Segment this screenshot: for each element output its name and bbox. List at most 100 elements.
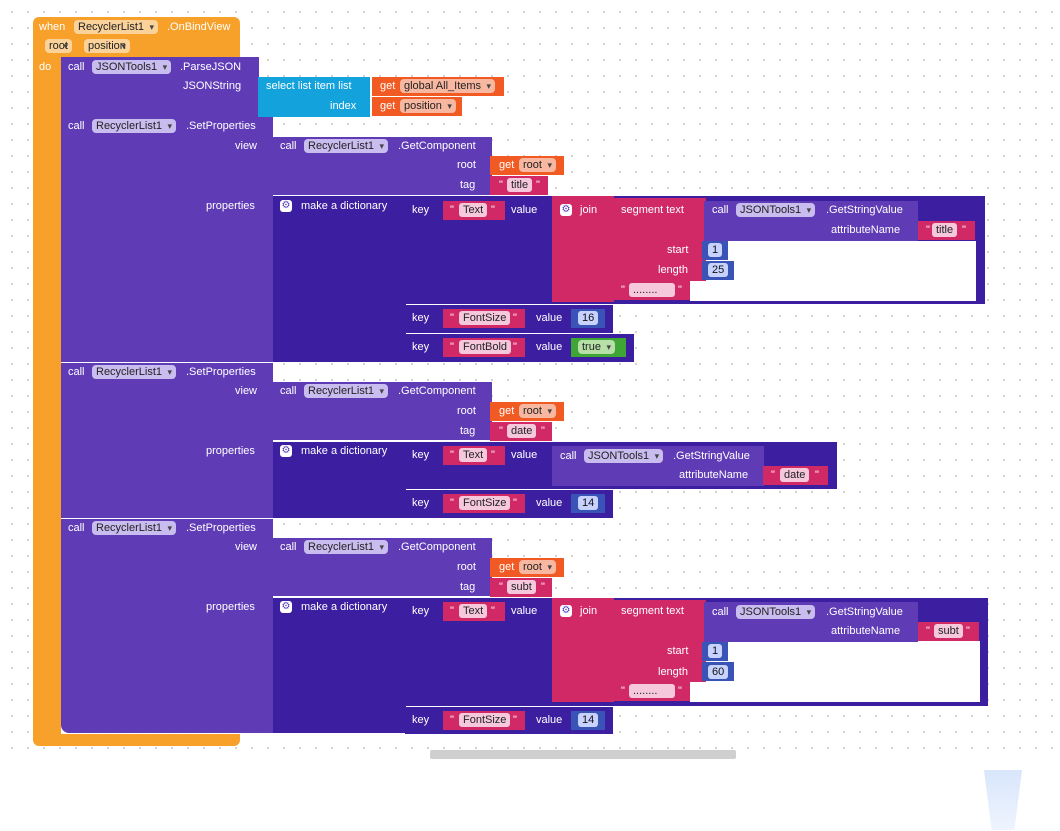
make-dictionary-block-3[interactable]	[273, 598, 406, 733]
attr-title-string[interactable]: title	[932, 223, 958, 237]
gc3-method: .GetComponent	[398, 541, 476, 553]
dict1-key-label: key	[412, 204, 430, 216]
gsv3-component-dropdown[interactable]: JSONTools1	[736, 605, 816, 619]
length-number[interactable]: 60	[708, 665, 729, 679]
dict1-value-label: value	[511, 204, 538, 216]
gc2-get-label: get	[499, 405, 515, 417]
sp2-method: .SetProperties	[186, 366, 256, 378]
attr-date-string[interactable]: date	[780, 468, 810, 482]
sp1-view-label: view	[235, 140, 258, 152]
fontsize-key-string[interactable]: FontSize	[459, 311, 511, 325]
gsv1-component-dropdown[interactable]: JSONTools1	[736, 203, 816, 217]
gc2-root-dropdown[interactable]: root	[519, 404, 556, 418]
make-dictionary-block-2[interactable]	[273, 442, 406, 518]
join-gear-icon[interactable]: ⚙	[560, 204, 572, 216]
start-number[interactable]: 1	[708, 644, 723, 658]
quote: "	[450, 714, 454, 726]
gc1-root-label: root	[457, 159, 476, 171]
gc3-root-label: root	[457, 561, 476, 573]
fontbold-key-string[interactable]: FontBold	[459, 340, 512, 354]
index-label: index	[330, 100, 357, 112]
gc1-quote-close: "	[536, 179, 540, 191]
gc2-tag-label: tag	[460, 425, 476, 437]
set-properties-block-2[interactable]	[61, 363, 273, 518]
gc1-tag-string[interactable]: title	[507, 178, 533, 192]
suffix-string[interactable]: ........	[629, 684, 675, 698]
dict3-pair-1-inner	[690, 641, 980, 702]
quote: "	[621, 685, 625, 697]
join-label: join	[580, 605, 598, 617]
segment-block-2[interactable]	[613, 600, 706, 682]
quote: "	[491, 449, 495, 461]
param-position[interactable]: position	[84, 39, 130, 53]
fontsize-key-string[interactable]: FontSize	[459, 496, 511, 510]
length-number[interactable]: 25	[708, 263, 729, 277]
dict2-key-label: key	[412, 449, 430, 461]
fontsize-key-string[interactable]: FontSize	[459, 713, 511, 727]
key-text-string[interactable]: Text	[459, 448, 488, 462]
gsv2-call: call	[560, 450, 577, 462]
length-label: length	[658, 264, 688, 276]
quote: "	[450, 497, 454, 509]
gc1-root-dropdown[interactable]: root	[519, 158, 556, 172]
quote: "	[678, 284, 682, 296]
gc3-root-dropdown[interactable]: root	[519, 560, 556, 574]
do-label: do	[39, 61, 52, 73]
gsv2-component-dropdown[interactable]: JSONTools1	[584, 449, 664, 463]
gc1-component-dropdown[interactable]: RecyclerList1	[304, 139, 389, 153]
dict2-key-label-2: key	[412, 497, 430, 509]
trash-can-icon[interactable]	[984, 770, 1022, 830]
dictionary-gear-icon[interactable]: ⚙	[280, 601, 292, 613]
join-gear-icon[interactable]: ⚙	[560, 605, 572, 617]
quote: "	[513, 714, 517, 726]
quote: "	[513, 341, 517, 353]
gc3-get-label: get	[499, 561, 515, 573]
dictionary-gear-icon[interactable]: ⚙	[280, 445, 292, 457]
fontsize-number[interactable]: 14	[578, 496, 599, 510]
dictionary-gear-icon[interactable]: ⚙	[280, 200, 292, 212]
fontsize-number[interactable]: 16	[578, 311, 599, 325]
dict3-value-label-2: value	[536, 714, 563, 726]
key-text-string[interactable]: Text	[459, 203, 488, 217]
suffix-string[interactable]: ........	[629, 283, 675, 297]
gc1-call: call	[280, 140, 297, 152]
gc2-tag-string[interactable]: date	[507, 424, 537, 438]
quote: "	[450, 204, 454, 216]
quote: "	[450, 312, 454, 324]
horizontal-scrollbar[interactable]	[430, 750, 736, 759]
sp2-component-dropdown[interactable]: RecyclerList1	[92, 365, 177, 379]
param-root[interactable]: root	[45, 39, 72, 53]
event-block-left-rail[interactable]	[33, 57, 61, 737]
segment-block-1[interactable]	[613, 198, 706, 281]
select-list-item-block[interactable]	[258, 77, 370, 117]
parse-call-label: call	[68, 61, 85, 73]
sp3-component-dropdown[interactable]: RecyclerList1	[92, 521, 177, 535]
start-number[interactable]: 1	[708, 243, 723, 257]
gc2-component-dropdown[interactable]: RecyclerList1	[304, 384, 389, 398]
dict3-label: make a dictionary	[301, 601, 388, 613]
set-properties-block-3[interactable]	[61, 519, 273, 733]
event-component-dropdown[interactable]: RecyclerList1	[74, 20, 159, 34]
key-text-string[interactable]: Text	[459, 604, 488, 618]
gc3-tag-string[interactable]: subt	[507, 580, 536, 594]
start-label: start	[667, 645, 689, 657]
dict1-key-label-3: key	[412, 341, 430, 353]
attr-subt-string[interactable]: subt	[934, 624, 963, 638]
dict3-key-label: key	[412, 605, 430, 617]
event-block-bottom[interactable]	[33, 734, 240, 746]
dict1-value-label-3: value	[536, 341, 563, 353]
sp1-component-dropdown[interactable]: RecyclerList1	[92, 119, 177, 133]
fontsize-number[interactable]: 14	[578, 713, 599, 727]
set-properties-block-1[interactable]	[61, 117, 273, 362]
quote: "	[926, 224, 930, 236]
make-dictionary-block-1[interactable]	[273, 196, 406, 362]
position-dropdown[interactable]: position	[400, 99, 456, 113]
segment-label: segment text	[621, 605, 684, 617]
gc3-component-dropdown[interactable]: RecyclerList1	[304, 540, 389, 554]
quote: "	[771, 469, 775, 481]
global-items-dropdown[interactable]: global All_Items	[400, 79, 496, 93]
true-dropdown[interactable]: true	[578, 340, 615, 354]
dict1-key-label-2: key	[412, 312, 430, 324]
get-label-2: get	[380, 100, 396, 112]
parse-component-dropdown[interactable]: JSONTools1	[92, 60, 172, 74]
